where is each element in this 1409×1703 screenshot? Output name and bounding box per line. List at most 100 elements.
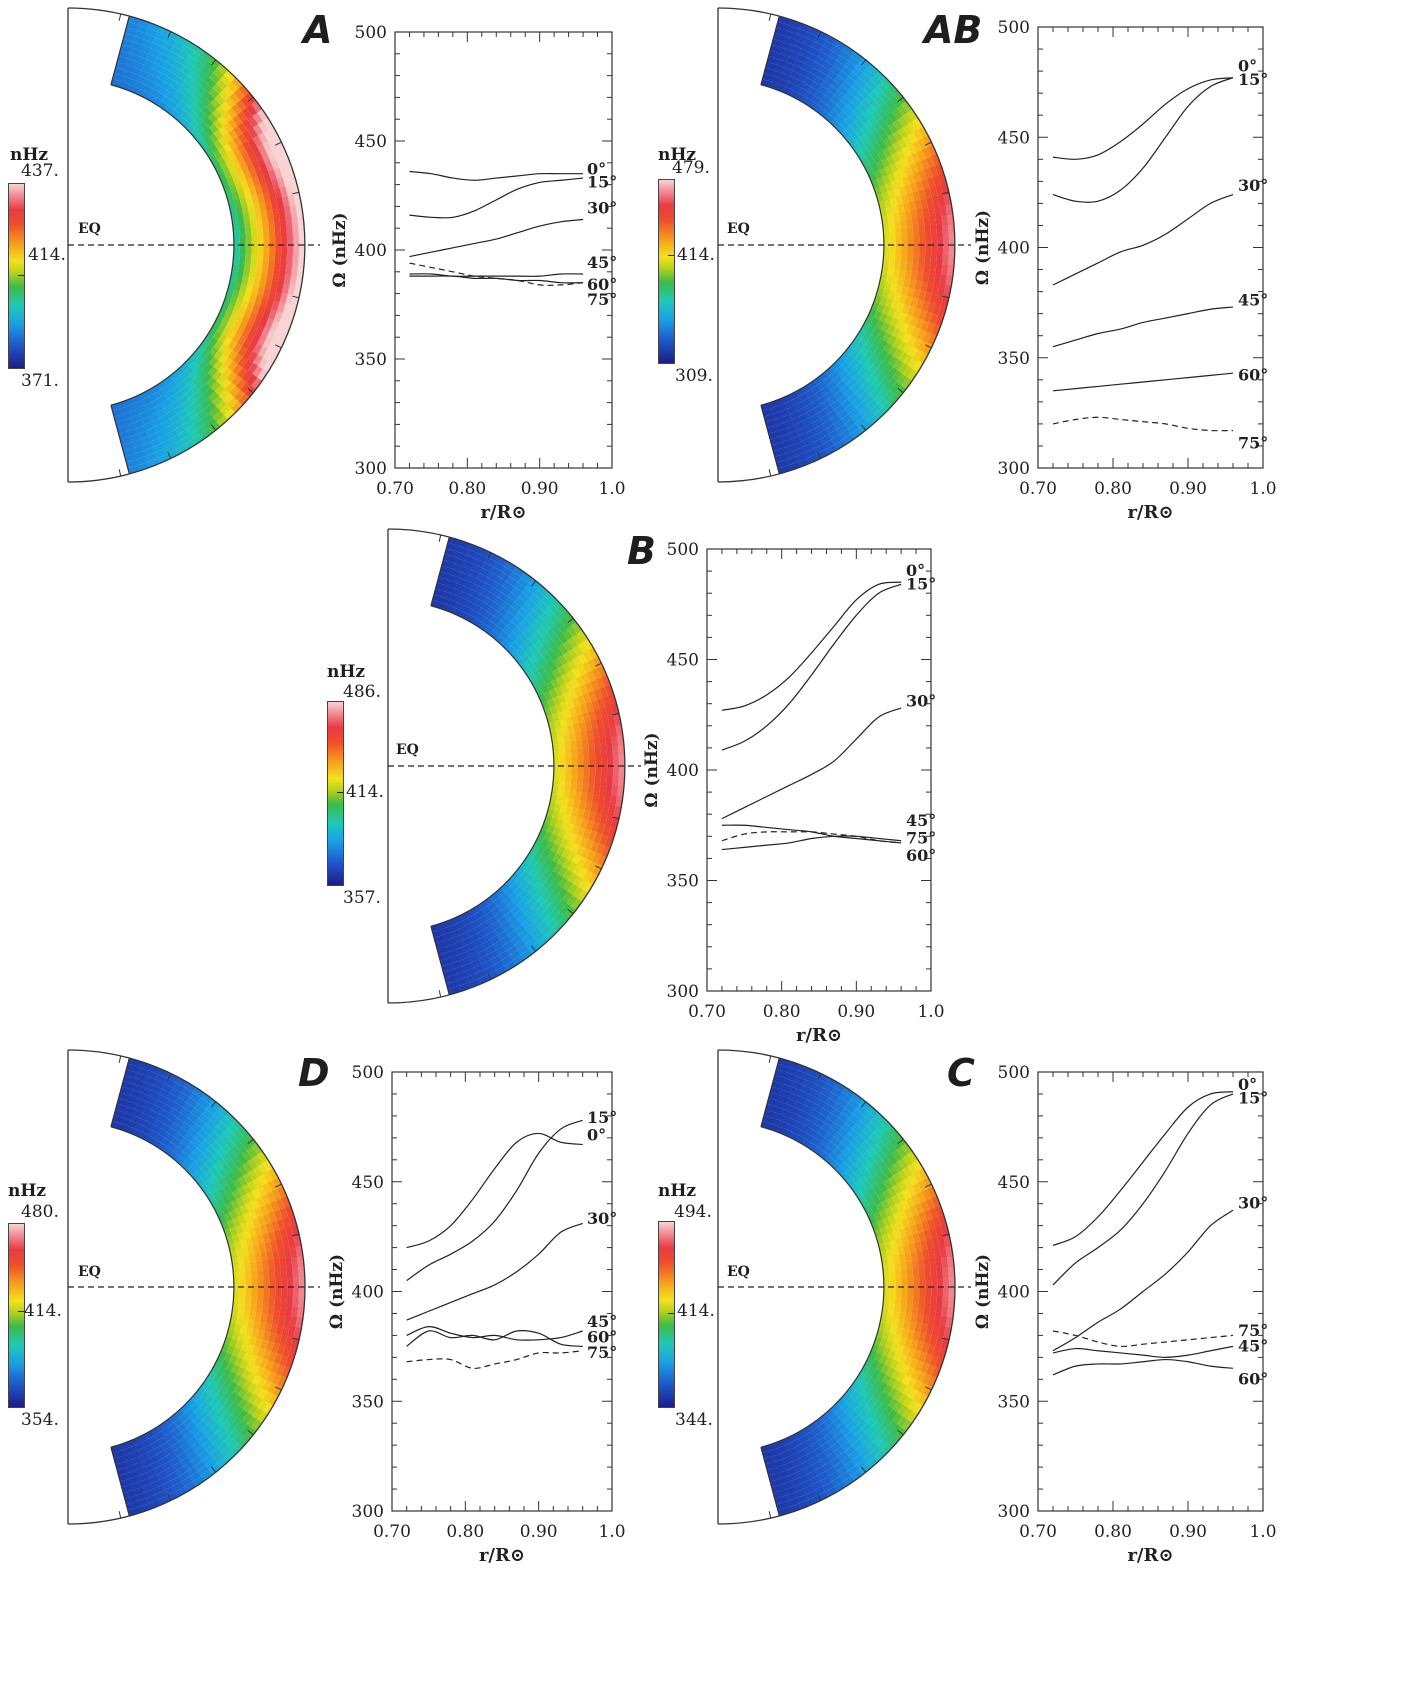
surface-tick [167,452,172,459]
x-tick-label: 1.0 [1249,479,1276,499]
colorbar-mid: 414. [346,782,384,802]
y-tick-label: 400 [667,761,699,781]
x-tick-label: 0.90 [520,1522,558,1542]
latitude-label: 75° [1238,1321,1268,1340]
colorbar [658,179,675,364]
y-tick-label: 500 [998,18,1030,38]
latitude-label: 60° [906,846,936,865]
x-tick-label: 0.70 [373,1522,411,1542]
y-tick-label: 500 [998,1063,1030,1083]
series-line [721,831,902,844]
surface-tick [942,1337,950,1341]
surface-tick [942,295,950,299]
x-tick-label: 1.0 [917,1002,944,1022]
surface-tick [247,388,254,394]
latitude-label: 30° [587,199,617,218]
colorbar-mid: 414. [677,1301,715,1321]
x-tick-label: 0.70 [1019,479,1057,499]
surface-tick [487,973,492,980]
x-axis-label: r/R⊙ [1127,502,1173,523]
surface-tick [292,295,300,299]
x-tick-label: 0.80 [448,479,486,499]
y-axis-label: Ω (nHz) [642,732,662,807]
x-tick-label: 0.90 [521,479,559,499]
series-line [1052,1358,1234,1376]
surface-tick [861,1466,867,1473]
equator-label: EQ [78,221,101,237]
y-axis-label: Ω (nHz) [973,210,993,285]
latitude-cut [760,405,780,475]
latitude-label: 60° [1238,365,1268,384]
colorbar [8,1223,25,1408]
latitude-label: 75° [587,1343,617,1362]
surface-tick [211,59,217,66]
surface-tick [118,13,122,21]
equator-label: EQ [396,742,419,758]
line-plot-B: 300 350 400 450 500 0.70 0.80 0.90 1.0 r/R⊙ Ω (nHz… [642,540,945,1046]
x-tick-label: 0.80 [446,1522,484,1542]
x-axis-label: r/R⊙ [479,1545,525,1566]
surface-tick [292,1233,300,1237]
y-tick-label: 400 [355,241,387,261]
surface-tick [925,344,932,349]
x-tick-label: 0.80 [1094,479,1132,499]
y-axis-label: Ω (nHz) [973,1254,993,1329]
surface-tick [567,909,574,915]
surface-tick [275,344,282,349]
surface-tick [942,1233,950,1237]
series-line [409,275,584,284]
series-line [1052,1093,1234,1286]
series-line [1052,1330,1234,1348]
surface-tick [292,1337,300,1341]
y-tick-label: 350 [355,350,387,370]
surface-tick [817,1494,822,1501]
latitude-label: 15° [1238,70,1268,89]
y-tick-label: 450 [998,128,1030,148]
surface-tick [817,31,822,38]
surface-tick [118,1511,122,1519]
surface-tick [275,141,282,146]
surface-tick [861,424,867,431]
series-line [1052,1091,1234,1246]
surface-tick [768,469,772,477]
surface-tick [438,534,442,542]
colorbar-min: 371. [21,371,59,391]
series-line [721,835,902,851]
colorbar [8,183,25,369]
y-tick-label: 300 [355,459,387,479]
surface-tick [861,59,867,66]
latitude-label: 75° [906,829,936,848]
panel-label: AB [924,8,983,52]
surface-tick [118,1055,122,1063]
y-tick-label: 400 [352,1283,384,1303]
latitude-label: 45° [1238,1336,1268,1355]
y-tick-label: 400 [998,239,1030,259]
surface-tick [247,1430,254,1436]
latitude-label: 0° [1238,1075,1257,1094]
plot-frame [1037,1071,1264,1512]
panel-label: C [947,1051,975,1095]
surface-tick [595,662,602,667]
colorbar-min: 357. [343,888,381,908]
line-plot-AB: 300 350 400 450 500 0.70 0.80 0.90 1.0 r/R⊙ Ω (nHz… [973,18,1277,523]
x-tick-label: 1.0 [1249,1522,1276,1542]
surface-tick [211,1101,217,1108]
surface-tick [118,469,122,477]
surface-tick [612,712,620,716]
surface-tick [167,1073,172,1080]
latitude-cut [760,1057,780,1127]
colorbar [658,1221,675,1408]
series-line [1052,306,1234,348]
surface-tick [247,96,254,102]
latitude-label: 15° [906,574,936,593]
series-line [721,581,902,711]
panel-label: B [627,529,656,573]
colorbar-min: 309. [675,366,713,386]
latitude-label: 0° [1238,57,1257,76]
series-line [1052,77,1234,203]
panel-label: D [298,1051,330,1095]
surface-tick [211,424,217,431]
rotation-map-B [387,528,641,1004]
surface-tick [275,1386,282,1391]
surface-tick [292,191,300,195]
